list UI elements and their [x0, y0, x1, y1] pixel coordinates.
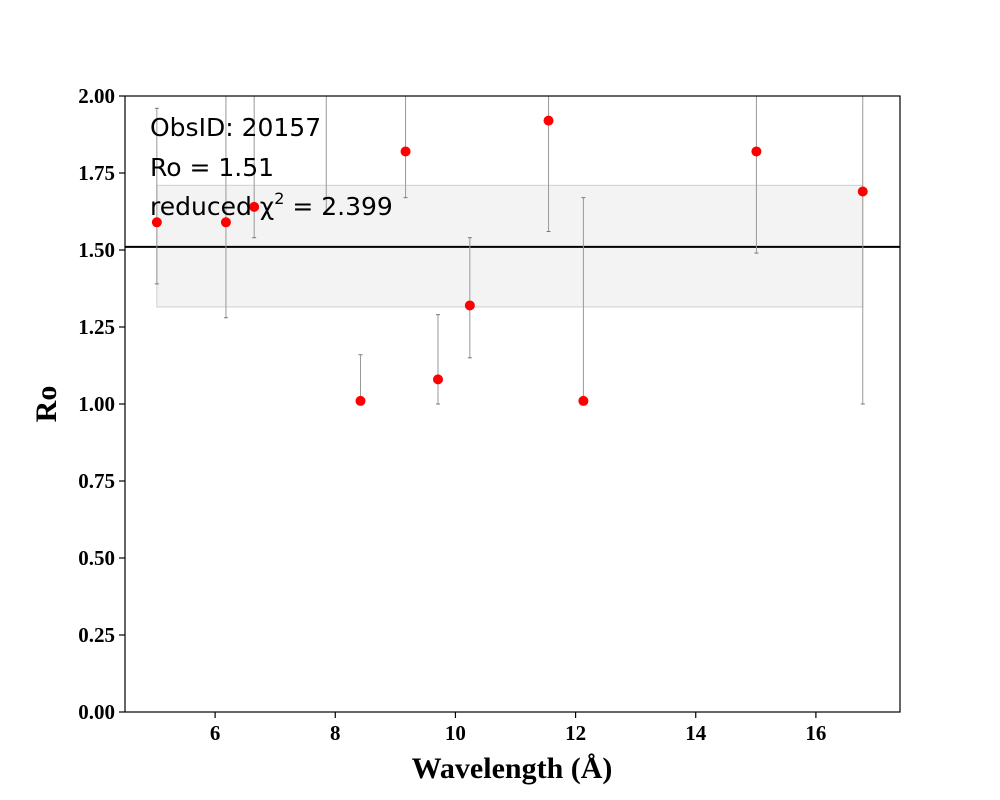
data-point-6 [433, 374, 444, 385]
y-tick-label-0.50: 0.50 [78, 546, 115, 570]
data-point-4 [355, 395, 366, 406]
x-tick-label-8: 8 [330, 721, 341, 745]
x-tick-label-14: 14 [685, 721, 707, 745]
error-bar-3 [252, 96, 257, 239]
extra-error-bar-1 [324, 96, 329, 214]
error-bar-7 [467, 237, 472, 359]
error-bar-6 [436, 314, 441, 405]
chi-suffix: = 2.399 [284, 192, 392, 221]
data-point-11 [857, 186, 868, 197]
data-point-2 [220, 217, 231, 228]
x-tick-label-6: 6 [210, 721, 221, 745]
data-point-3 [249, 201, 260, 212]
y-tick-label-0.25: 0.25 [78, 623, 115, 647]
x-tick-label-12: 12 [565, 721, 586, 745]
data-point-1 [151, 217, 162, 228]
error-bar-2 [223, 96, 228, 319]
error-bar-10 [754, 96, 759, 254]
y-tick-label-1.25: 1.25 [78, 315, 115, 339]
data-point-10 [751, 146, 762, 157]
annotation-ro: Ro = 1.51 [150, 153, 274, 182]
annotation-obsid: ObsID: 20157 [150, 113, 321, 142]
data-point-9 [578, 395, 589, 406]
x-axis-title: Wavelength (Å) [412, 752, 613, 785]
y-axis-title: Ro [30, 386, 63, 423]
error-bar-5 [403, 96, 408, 199]
y-tick-label-1.50: 1.50 [78, 238, 115, 262]
error-bar-1 [154, 107, 159, 285]
y-tick-label-1.75: 1.75 [78, 161, 115, 185]
data-point-8 [543, 115, 554, 126]
x-tick-label-16: 16 [805, 721, 826, 745]
error-bar-11 [860, 96, 865, 405]
data-point-7 [464, 300, 475, 311]
y-tick-label-0.75: 0.75 [78, 469, 115, 493]
chi-prefix: reduced χ [150, 192, 274, 221]
x-tick-label-10: 10 [445, 721, 466, 745]
annotation-chi-squared: reduced χ2 = 2.399 [150, 189, 393, 221]
y-tick-label-1.00: 1.00 [78, 392, 115, 416]
y-tick-label-0.00: 0.00 [78, 700, 115, 724]
chi-superscript: 2 [274, 189, 284, 208]
y-tick-label-2.00: 2.00 [78, 84, 115, 108]
data-point-5 [400, 146, 411, 157]
